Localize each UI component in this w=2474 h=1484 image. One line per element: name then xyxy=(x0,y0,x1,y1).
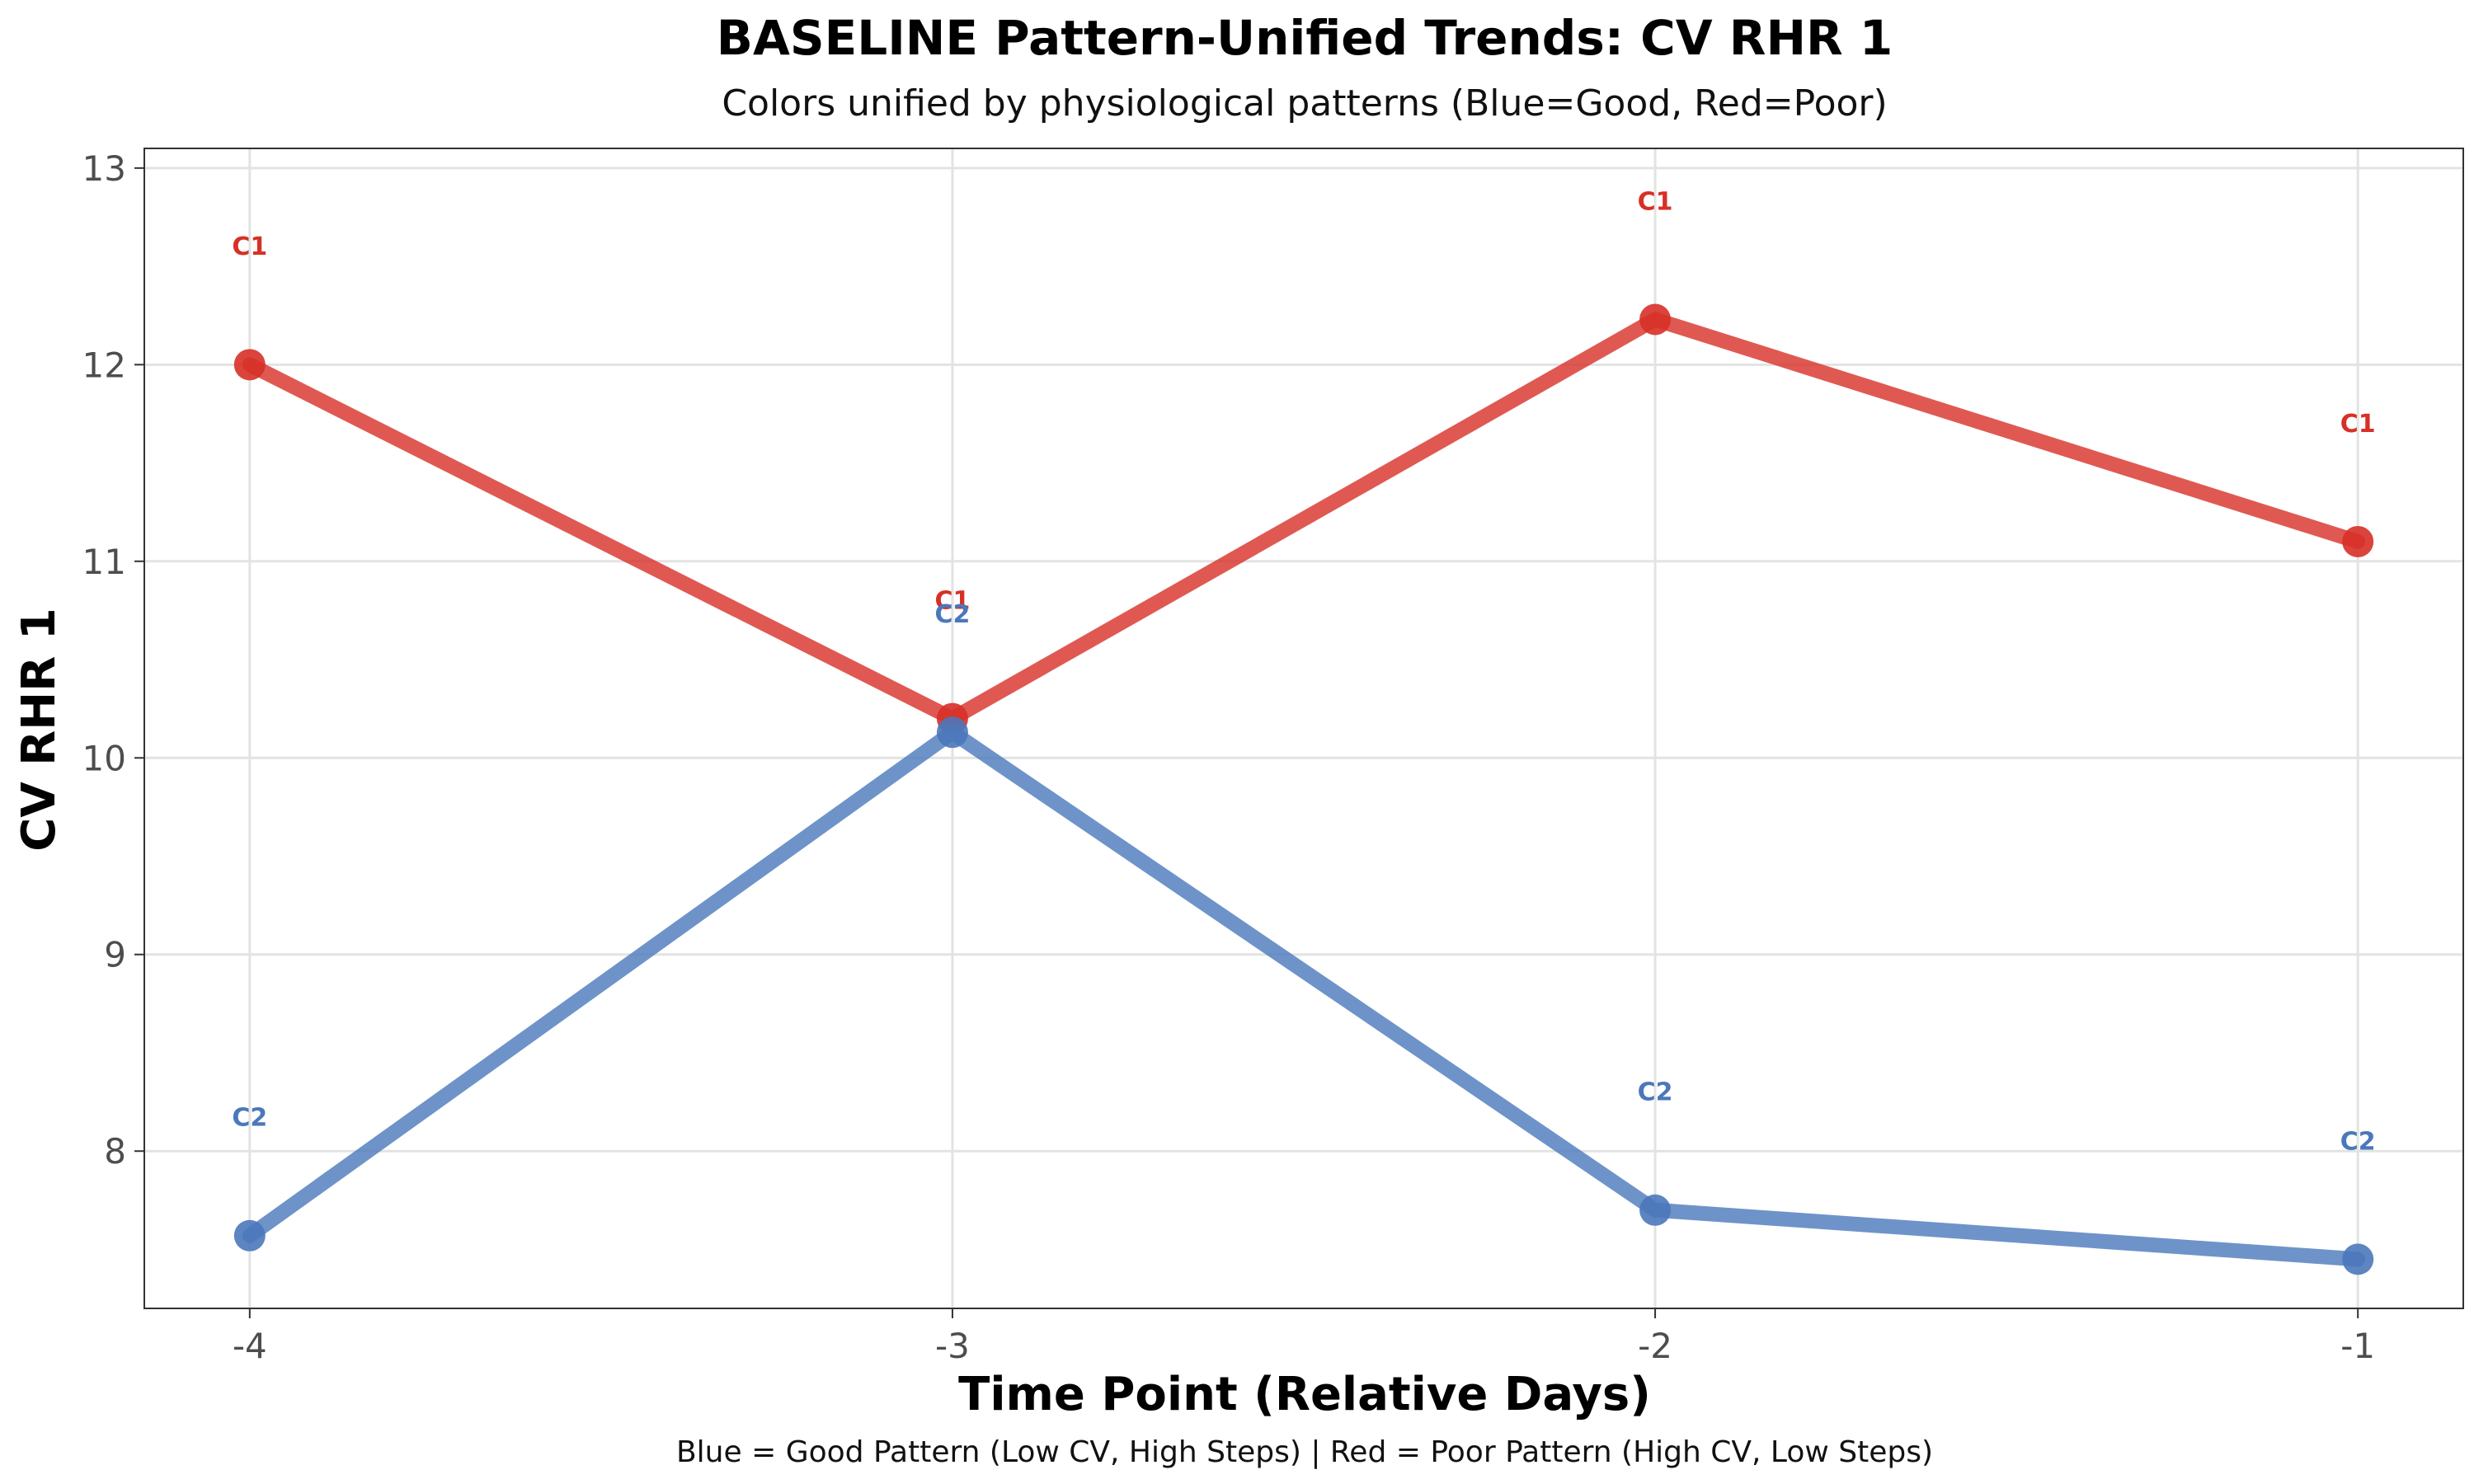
data-label-c1: C1 xyxy=(2340,410,2376,439)
x-tick-label: -4 xyxy=(233,1326,267,1366)
data-point-c2 xyxy=(233,1219,266,1252)
series-line-c2 xyxy=(242,725,2366,1267)
chart-title: BASELINE Pattern-Unified Trends: CV RHR … xyxy=(717,10,1893,66)
series-layer xyxy=(233,303,2374,1275)
data-point-c2 xyxy=(936,716,968,749)
data-point-c1 xyxy=(233,349,266,381)
data-label-c1: C1 xyxy=(232,232,267,261)
chart-subtitle: Colors unified by physiological patterns… xyxy=(722,82,1887,124)
data-point-c2 xyxy=(2342,1243,2374,1275)
y-tick-label: 9 xyxy=(104,935,126,975)
y-tick-label: 10 xyxy=(82,738,126,778)
x-tick-label: -2 xyxy=(1638,1326,1672,1366)
data-label-c2: C2 xyxy=(1638,1078,1673,1107)
series-line-c1 xyxy=(242,312,2366,726)
data-label-c2: C2 xyxy=(934,600,970,629)
data-point-c2 xyxy=(1639,1194,1672,1226)
y-tick-label: 13 xyxy=(82,148,126,189)
x-tick-label: -1 xyxy=(2340,1326,2375,1366)
data-point-c1 xyxy=(1639,303,1672,336)
plot-border xyxy=(143,148,2464,1309)
x-axis-title: Time Point (Relative Days) xyxy=(958,1368,1651,1421)
data-label-c1: C1 xyxy=(1638,187,1673,216)
x-axis: -4 -3 -2 -1 xyxy=(233,1308,2375,1366)
data-point-c1 xyxy=(2342,525,2374,557)
y-tick-label: 8 xyxy=(104,1131,126,1172)
y-axis: 8 9 10 11 12 13 xyxy=(82,148,144,1172)
data-label-c2: C2 xyxy=(232,1104,267,1133)
x-tick-label: -3 xyxy=(935,1326,970,1366)
data-label-c1: C1 xyxy=(934,586,970,615)
chart-caption: Blue = Good Pattern (Low CV, High Steps)… xyxy=(676,1435,1933,1469)
y-axis-title: CV RHR 1 xyxy=(12,608,66,852)
data-label-c2: C2 xyxy=(2340,1127,2376,1156)
y-tick-label: 12 xyxy=(82,345,126,385)
gridlines xyxy=(144,148,2463,1308)
y-tick-label: 11 xyxy=(82,542,126,582)
